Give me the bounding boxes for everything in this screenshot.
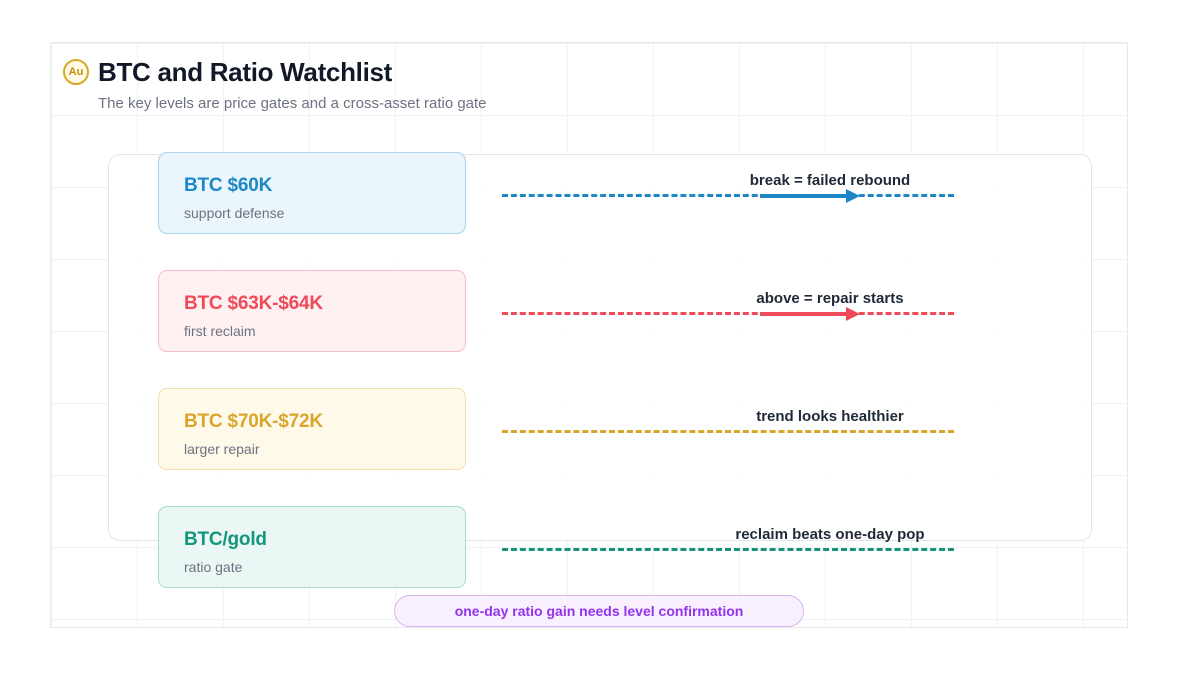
arrow-right-icon <box>760 189 860 203</box>
gold-logo-icon: Au <box>63 59 89 85</box>
gate-card-btc-gold: BTC/gold ratio gate <box>158 506 466 588</box>
gate-line-btc-63k-64k <box>502 312 954 315</box>
gate-note: reclaim beats one-day pop <box>735 526 925 543</box>
gate-card-btc-63k-64k: BTC $63K-$64K first reclaim <box>158 270 466 352</box>
gate-level: BTC $63K-$64K <box>184 293 323 314</box>
gate-level: BTC/gold <box>184 529 267 550</box>
gate-description: larger repair <box>184 441 260 457</box>
gate-note: trend looks healthier <box>756 408 904 425</box>
gate-level: BTC $60K <box>184 175 273 196</box>
page-subtitle: The key levels are price gates and a cro… <box>98 95 487 112</box>
gate-description: support defense <box>184 205 285 221</box>
confirmation-pill: one-day ratio gain needs level confirmat… <box>394 595 804 627</box>
page-title: BTC and Ratio Watchlist <box>98 57 393 87</box>
gate-line-btc-70k-72k <box>502 430 954 433</box>
gate-card-btc-70k-72k: BTC $70K-$72K larger repair <box>158 388 466 470</box>
gate-line-btc-gold <box>502 548 954 551</box>
gate-level: BTC $70K-$72K <box>184 411 323 432</box>
gate-description: first reclaim <box>184 323 256 339</box>
gate-note: break = failed rebound <box>749 172 911 189</box>
gate-note: above = repair starts <box>756 290 904 307</box>
gate-description: ratio gate <box>184 559 243 575</box>
gate-line-btc-60k <box>502 194 954 197</box>
arrow-right-icon <box>760 307 860 321</box>
gate-card-btc-60k: BTC $60K support defense <box>158 152 466 234</box>
